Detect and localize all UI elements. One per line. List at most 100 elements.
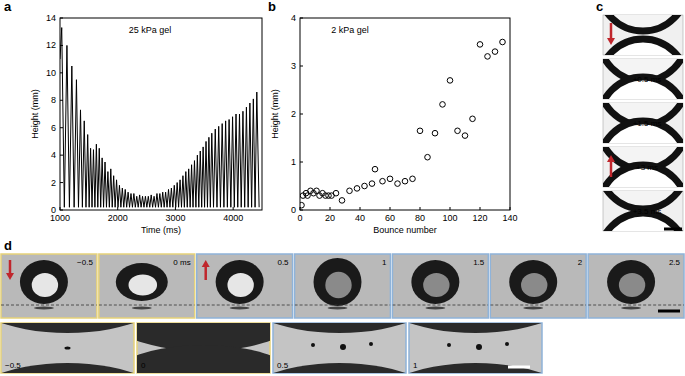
bubble (311, 343, 315, 347)
y-tick (300, 18, 303, 19)
y-tick-label: 14 (46, 13, 56, 23)
data-point (432, 130, 438, 136)
surface-line (99, 305, 195, 306)
x-tick (510, 207, 511, 210)
drop-core (128, 275, 157, 296)
x-tick-label: 120 (472, 213, 487, 223)
data-point (387, 176, 393, 182)
bubble (476, 344, 482, 350)
frame-label: −0.5 (5, 361, 21, 370)
reflection (328, 307, 348, 310)
photo (1, 260, 97, 310)
arrow-head (607, 38, 615, 45)
surface-top (273, 363, 406, 373)
x-tick-label: 3000 (165, 213, 185, 223)
drop-edge (603, 15, 683, 31)
arrow-shaft (204, 266, 207, 280)
y-tick (60, 127, 63, 128)
photo (603, 103, 683, 143)
surface-line (588, 305, 684, 306)
drop-core (227, 273, 253, 297)
photo-frame (99, 254, 195, 318)
y-tick-label: 12 (46, 40, 56, 50)
data-point (395, 181, 401, 187)
data-point (492, 49, 498, 55)
reflection (621, 307, 641, 310)
data-point (470, 116, 476, 122)
data-point (477, 42, 483, 48)
x-tick-label: 4000 (223, 213, 243, 223)
photo (1, 323, 134, 373)
y-tick (60, 210, 63, 211)
y-tick-label: 2 (291, 109, 296, 119)
photo (137, 323, 270, 373)
bubble (340, 344, 346, 350)
data-group (60, 28, 259, 208)
frame-label: 0.5 (277, 258, 289, 267)
panel-label: b (268, 0, 276, 14)
frame-label: +0.5 ms (633, 75, 662, 84)
data-point (447, 78, 453, 84)
drop (116, 263, 168, 301)
photo (392, 260, 488, 310)
chart-title: 2 kPa gel (331, 25, 369, 35)
y-tick (300, 114, 303, 115)
photo (409, 323, 542, 373)
frame-label: +1.5 ms (633, 119, 662, 128)
photo-frame (295, 254, 391, 318)
data-point (462, 133, 468, 139)
y-tick-label: 0 (51, 205, 56, 215)
frame-label: +3 ms (636, 163, 658, 172)
x-tick (233, 207, 234, 210)
x-tick (175, 207, 176, 210)
x-tick-label: 40 (355, 213, 365, 223)
surface-top (137, 345, 270, 373)
data-point (485, 54, 491, 60)
drop (607, 260, 655, 304)
x-tick (390, 207, 391, 210)
arrow-shaft (9, 260, 12, 274)
y-tick-label: 4 (291, 13, 296, 23)
bubble (65, 347, 71, 350)
y-tick (300, 210, 303, 211)
scale-bar (508, 366, 530, 369)
photo (603, 147, 683, 187)
frame-label: 0.5 (277, 361, 289, 370)
drop-core (423, 273, 449, 297)
frame-label: 1.5 (473, 258, 485, 267)
data-point (380, 178, 386, 184)
x-axis-label: Time (ms) (141, 225, 181, 235)
plot-frame (60, 18, 262, 210)
y-tick-label: 4 (51, 150, 56, 160)
bubble (505, 342, 509, 346)
x-tick (420, 207, 421, 210)
x-tick-label: 80 (415, 213, 425, 223)
photo (490, 260, 586, 310)
frame-label: 1 (413, 361, 418, 370)
frame-label: +3.5 ms (633, 207, 662, 216)
drop-bottom (273, 323, 406, 333)
y-tick-label: 10 (46, 68, 56, 78)
y-axis-label: Height (mm) (270, 89, 280, 139)
figure: abcd100020003000400002468101214Time (ms)… (0, 0, 685, 376)
surface-line (490, 305, 586, 306)
y-tick (300, 66, 303, 67)
data-line (60, 28, 259, 208)
frame-label: 0 ms (173, 258, 190, 267)
y-tick-label: 2 (51, 178, 56, 188)
reflection (523, 307, 543, 310)
photo (588, 260, 684, 310)
photo (273, 323, 406, 373)
arrow-head (607, 155, 615, 162)
arrow-head (6, 273, 14, 280)
reflection (425, 307, 445, 310)
drop-core (521, 273, 547, 297)
arrow-head (202, 260, 210, 267)
photo (197, 260, 293, 310)
reflection (132, 307, 152, 310)
data-point (402, 178, 408, 184)
x-tick-label: 140 (502, 213, 517, 223)
drop (509, 260, 557, 304)
data-point (333, 190, 339, 196)
drop (20, 260, 68, 304)
